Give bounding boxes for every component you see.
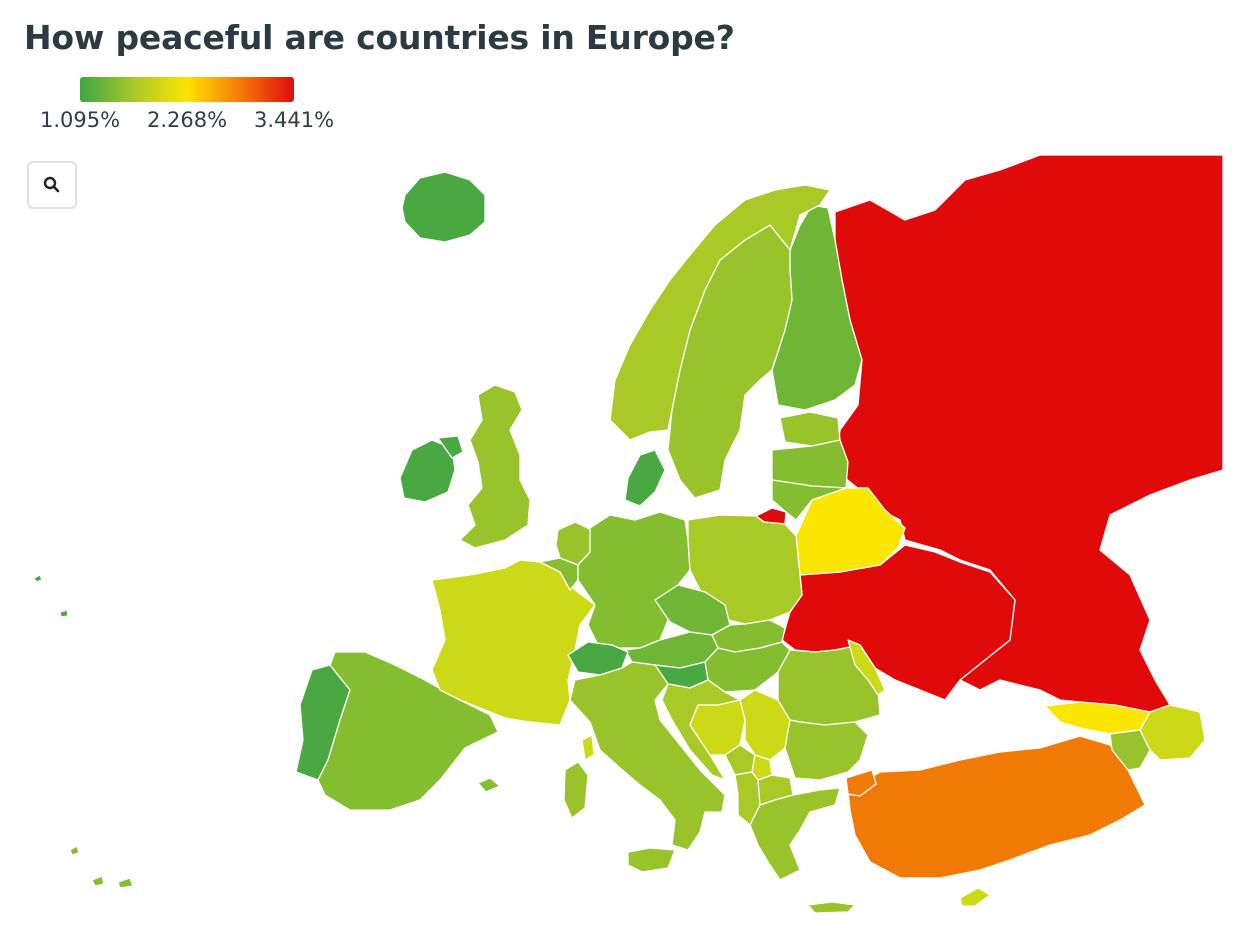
country-azerbaijan[interactable] — [1139, 704, 1206, 761]
country-italy[interactable] — [569, 661, 726, 851]
country-hungary[interactable] — [704, 641, 791, 693]
country-estonia[interactable] — [779, 411, 841, 447]
country-northern-ireland[interactable] — [437, 435, 464, 459]
zoom-button[interactable] — [27, 161, 77, 209]
search-icon — [43, 176, 60, 193]
island-canaries[interactable] — [69, 845, 134, 889]
country-greece[interactable] — [749, 787, 841, 881]
island-mallorca[interactable] — [477, 777, 501, 793]
country-italy-sardinia[interactable] — [563, 761, 589, 819]
country-united-kingdom[interactable] — [459, 384, 531, 549]
island-azores[interactable] — [33, 574, 69, 618]
country-bulgaria[interactable] — [784, 719, 869, 781]
country-cyprus[interactable] — [959, 887, 991, 907]
country-norway[interactable] — [609, 184, 831, 441]
country-switzerland[interactable] — [567, 641, 629, 676]
country-spain[interactable] — [317, 651, 499, 811]
country-moldova[interactable] — [847, 639, 886, 696]
country-lithuania[interactable] — [771, 479, 847, 521]
country-italy-sicily[interactable] — [627, 847, 676, 873]
legend-mid-label: 2.268% — [146, 108, 228, 132]
country-germany[interactable] — [577, 511, 691, 649]
country-poland[interactable] — [687, 514, 803, 625]
legend-color-scale — [80, 77, 294, 102]
country-france-corsica[interactable] — [581, 734, 595, 761]
country-greece-crete[interactable] — [807, 901, 856, 914]
europe-map — [33, 154, 1224, 914]
country-turkey-thrace[interactable] — [845, 769, 877, 797]
country-turkey[interactable] — [847, 735, 1146, 879]
country-iceland[interactable] — [401, 171, 486, 243]
country-denmark[interactable] — [624, 449, 666, 507]
map-title: How peaceful are countries in Europe? — [24, 18, 735, 57]
legend-min-label: 1.095% — [39, 108, 121, 132]
country-ireland[interactable] — [399, 439, 456, 503]
country-ukraine[interactable] — [781, 544, 1016, 701]
legend-max-label: 3.441% — [253, 108, 335, 132]
country-france[interactable] — [431, 559, 596, 726]
country-latvia[interactable] — [771, 439, 849, 489]
country-serbia[interactable] — [739, 689, 791, 761]
